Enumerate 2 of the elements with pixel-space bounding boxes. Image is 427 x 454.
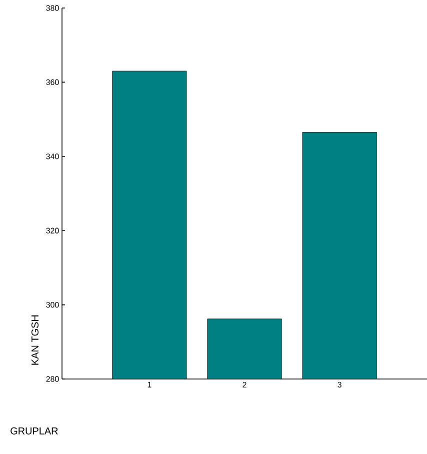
y-axis-title: KAN TGSH [31,315,39,365]
x-axis-title: GRUPLAR [10,427,58,434]
